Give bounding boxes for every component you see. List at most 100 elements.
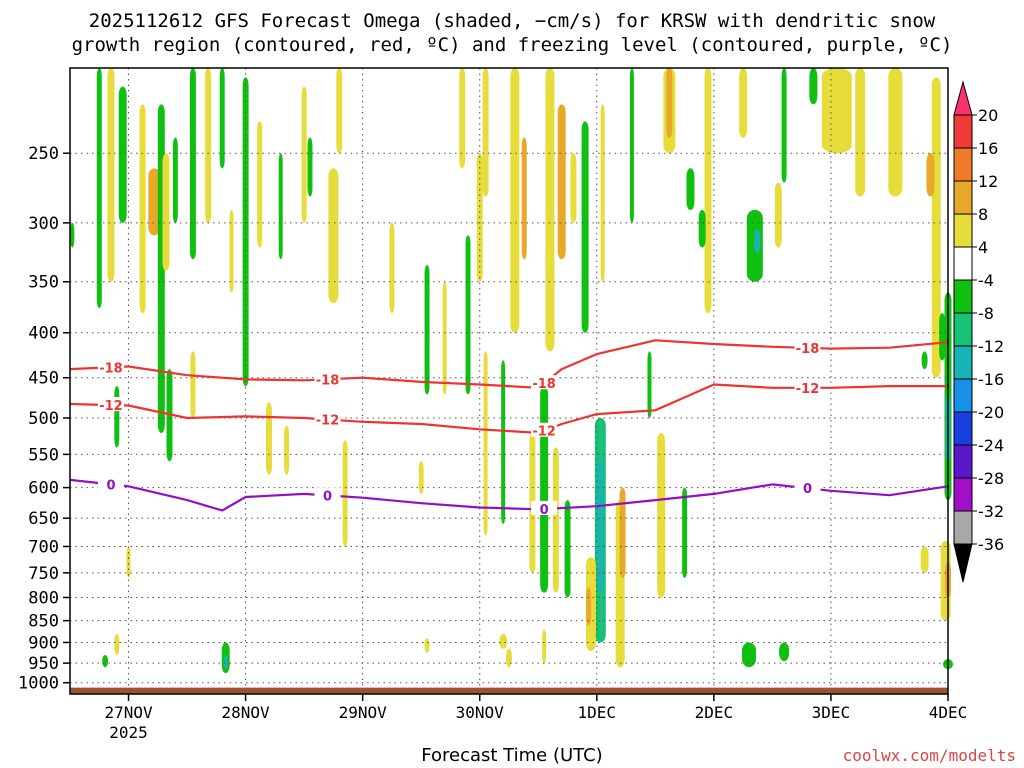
colorbar-cell-2: [953, 147, 973, 182]
contour-line-2: [69, 478, 949, 512]
contour-label-bg-1-2: [531, 422, 558, 437]
omega-cell-32: [581, 121, 589, 333]
omega-cell-36: [666, 68, 673, 138]
contour-label-0-0: -18: [99, 361, 123, 376]
omega-cell-91: [809, 68, 818, 105]
chart-title-line-2: growth region (contoured, red, ºC) and f…: [71, 34, 953, 56]
colorbar-label-10: -24: [978, 436, 1004, 455]
contour-label-2-0: 0: [106, 478, 115, 493]
x-tick-label-4DEC: 4DEC: [929, 703, 968, 722]
omega-cell-15: [257, 121, 263, 248]
chart-title-line-1: 2025112612 GFS Forecast Omega (shaded, −…: [88, 10, 936, 32]
contour-label-bg-2-1: [314, 487, 341, 502]
omega-shading: [70, 68, 953, 674]
colorbar-cell-8: [953, 345, 973, 380]
contour-label-0-3: -18: [796, 342, 820, 357]
omega-cell-27: [510, 68, 520, 333]
colorbar-label-3: 8: [978, 205, 988, 224]
omega-cell-9: [172, 137, 178, 223]
omega-cell-14: [242, 77, 249, 387]
omega-cell-61: [552, 447, 559, 593]
omega-cell-68: [619, 487, 626, 578]
y-tick-label-250: 250: [28, 144, 59, 164]
omega-cell-30: [557, 104, 566, 260]
omega-cell-54: [266, 402, 273, 475]
colorbar-cell-12: [953, 477, 973, 512]
omega-cell-45: [888, 68, 903, 197]
omega-cell-5: [139, 104, 146, 314]
contours: -18 -18 -18 -18 -12 -12 -12 -12 0 0 0 0: [69, 339, 949, 518]
y-tick-label-700: 700: [28, 537, 59, 557]
contour-label-bg-0-2: [531, 375, 558, 390]
omega-cell-90: [921, 351, 928, 370]
y-tick-label-750: 750: [28, 564, 59, 584]
y-tick-label-450: 450: [28, 369, 59, 389]
omega-cell-64: [597, 461, 604, 593]
omega-cell-12: [219, 68, 225, 169]
colorbar: 20 16 12 8 4 -4 -8 -12 -16 -20 -24 -28 -32 -36: [953, 80, 1004, 583]
omega-cell-22: [442, 281, 447, 395]
x-tick-sublabel-27NOV: 2025: [109, 723, 148, 742]
omega-cell-1: [96, 68, 102, 309]
omega-cell-46: [931, 77, 941, 378]
colorbar-label-7: -12: [978, 337, 1004, 356]
colorbar-label-8: -16: [978, 370, 1004, 389]
omega-cell-70: [657, 432, 666, 598]
omega-cell-0: [70, 222, 75, 248]
omega-cell-43: [821, 68, 852, 154]
omega-cell-87: [307, 137, 313, 197]
omega-cell-69: [647, 351, 652, 418]
contour-label-bg-2-3: [794, 480, 821, 495]
x-tick-label-29NOV: 29NOV: [339, 703, 388, 722]
omega-cell-10: [189, 68, 196, 260]
omega-cell-20: [389, 222, 395, 314]
plot-frame: [69, 67, 949, 695]
omega-cell-37: [686, 168, 695, 210]
colorbar-cell-11: [953, 444, 973, 479]
ground-band: [70, 687, 948, 694]
x-tick-label-2DEC: 2DEC: [695, 703, 734, 722]
colorbar-label-13: -36: [978, 535, 1004, 554]
colorbar-label-6: -8: [978, 304, 994, 323]
contour-label-bg-2-0: [97, 476, 124, 491]
omega-cell-18: [328, 168, 339, 303]
y-tick-label-600: 600: [28, 479, 59, 499]
omega-cell-47: [926, 153, 935, 197]
omega-cell-38: [704, 68, 712, 314]
omega-cell-73: [779, 642, 790, 662]
contour-label-2-1: 0: [323, 489, 332, 504]
colorbar-cell-3: [953, 180, 973, 215]
x-tick-label-3DEC: 3DEC: [812, 703, 851, 722]
omega-cell-6: [148, 168, 161, 236]
omega-cell-44: [855, 68, 866, 197]
omega-cell-11: [205, 68, 212, 223]
omega-cell-24: [465, 235, 471, 395]
omega-cell-84: [506, 648, 512, 668]
colorbar-cell-5: [953, 246, 973, 281]
colorbar-label-1: 16: [978, 139, 998, 158]
colorbar-top-arrow: [953, 80, 973, 116]
omega-cell-2: [107, 68, 115, 282]
y-tick-label-650: 650: [28, 509, 59, 529]
omega-cell-83: [499, 633, 508, 649]
y-tick-label-800: 800: [28, 588, 59, 608]
omega-cell-78: [102, 654, 109, 668]
omega-cell-58: [501, 360, 506, 525]
y-tick-label-900: 900: [28, 633, 59, 653]
ground-layer: [70, 687, 948, 694]
contour-label-1-0: -12: [99, 399, 123, 414]
site-credit: coolwx.com/modelts: [842, 746, 1016, 765]
contour-label-2-3: 0: [803, 482, 812, 497]
colorbar-cell-6: [953, 279, 973, 314]
contour-label-0-2: -18: [532, 377, 556, 392]
omega-cell-42: [774, 182, 782, 248]
contour-label-2-2: 0: [540, 503, 549, 518]
omega-cell-66: [586, 587, 592, 626]
contour-label-bg-0-1: [314, 371, 341, 386]
omega-cell-33: [600, 104, 605, 282]
omega-cell-29: [545, 68, 555, 352]
colorbar-label-5: -4: [978, 271, 994, 290]
y-tick-label-850: 850: [28, 612, 59, 632]
x-tick-label-27NOV: 27NOV: [104, 703, 153, 722]
omega-cell-17: [301, 86, 307, 223]
